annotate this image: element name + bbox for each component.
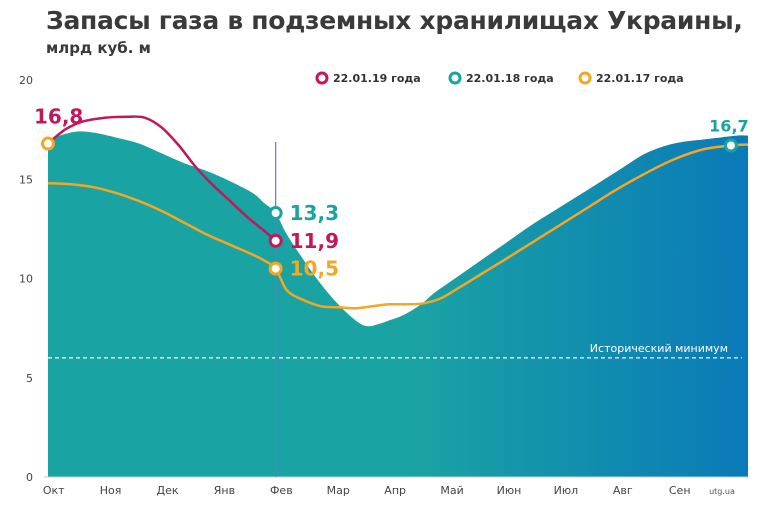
chart-title: Запасы газа в подземных хранилищах Украи… [46,6,743,35]
x-tick-label: Май [440,484,463,497]
data-marker [268,233,283,248]
legend-marker [315,71,329,85]
y-tick-label: 10 [19,273,33,286]
x-tick-label: Июл [554,484,579,497]
data-marker [723,138,738,153]
x-tick-label: Ноя [100,484,122,497]
line-series-2017 [47,143,749,310]
y-tick-label: 15 [19,173,33,186]
data-label: 11,9 [290,229,339,253]
data-marker [41,136,55,151]
y-tick-label: 0 [26,471,33,484]
x-tick-label: Сен [669,484,691,497]
x-tick-label: Янв [214,484,235,497]
data-label: 16,8 [34,105,83,129]
historical-min-label: Исторический минимум [590,342,728,355]
data-label: 16,7 [709,117,748,136]
x-tick-label: Июн [497,484,522,497]
data-label: 10,5 [290,257,339,281]
x-tick-label: Авг [613,484,633,497]
x-tick-label: Апр [384,484,406,497]
line-series-2019 [47,115,277,242]
y-tick-label: 5 [26,372,33,385]
chart-subtitle: млрд куб. м [46,39,151,57]
x-tick-label: Дек [157,484,179,497]
y-tick-label: 20 [19,74,33,87]
legend-marker [578,71,592,85]
data-marker [268,261,283,276]
x-tick-label: Фев [270,484,293,497]
legend-marker [448,71,462,85]
legend-label: 22.01.18 года [466,72,554,85]
x-tick-label: Окт [43,484,65,497]
x-tick-label: Мар [327,484,350,497]
source-label: utg.ua [709,487,735,496]
legend-label: 22.01.17 года [596,72,684,85]
data-label: 13,3 [290,201,339,225]
legend-label: 22.01.19 года [333,72,421,85]
data-marker [268,205,283,220]
